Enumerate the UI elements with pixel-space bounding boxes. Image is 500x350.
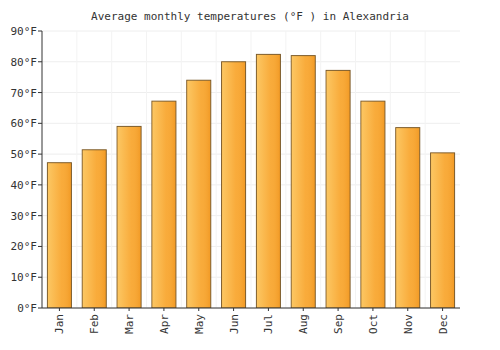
bar <box>291 56 315 308</box>
y-tick-label: 60°F <box>11 117 38 130</box>
x-tick-label: Jun <box>228 314 241 334</box>
grid-line-v <box>285 31 286 308</box>
grid-line-v <box>111 31 112 308</box>
x-tick <box>372 308 373 311</box>
x-tick-label: May <box>193 314 206 334</box>
bar-shade <box>118 127 141 308</box>
bar <box>222 62 246 308</box>
bar-shade <box>431 153 454 307</box>
y-tick <box>38 92 42 93</box>
x-tick-label: Jan <box>53 314 66 334</box>
grid-line-v <box>181 31 182 308</box>
x-tick-label: Mar <box>123 314 136 334</box>
bar <box>117 126 141 308</box>
bar-group <box>256 54 280 308</box>
x-tick-label: Sep <box>332 314 345 334</box>
bar <box>256 54 280 308</box>
chart-svg: Average monthly temperatures (°F ) in Al… <box>0 0 500 350</box>
y-tick <box>38 154 42 155</box>
y-tick-label: 70°F <box>11 87 38 100</box>
y-tick-label: 40°F <box>11 179 38 192</box>
x-tick <box>268 308 269 311</box>
x-tick <box>163 308 164 311</box>
x-tick <box>59 308 60 311</box>
bar-shade <box>83 150 106 307</box>
x-tick <box>303 308 304 311</box>
x-tick-label: Dec <box>437 314 450 334</box>
y-axis <box>42 31 43 308</box>
grid-line-v <box>251 31 252 308</box>
y-tick-label: 50°F <box>11 148 38 161</box>
bar-shade <box>327 71 350 308</box>
x-tick <box>442 308 443 311</box>
y-tick-label: 80°F <box>11 56 38 69</box>
bar-shade <box>257 55 280 308</box>
y-tick <box>38 184 42 185</box>
y-tick-label: 10°F <box>11 271 38 284</box>
bar-group <box>187 80 211 308</box>
bar <box>326 70 350 308</box>
bar <box>47 163 71 308</box>
y-tick <box>38 31 42 32</box>
grid-line-v <box>390 31 391 308</box>
bar-shade <box>48 163 71 307</box>
y-tick <box>38 215 42 216</box>
bar-group <box>361 101 385 308</box>
grid-line-v <box>146 31 147 308</box>
bar-group <box>82 150 106 308</box>
grid-line-v <box>320 31 321 308</box>
bar-group <box>47 163 71 308</box>
grid-line-v <box>216 31 217 308</box>
y-tick <box>38 308 42 309</box>
grid-line-v <box>76 31 77 308</box>
bar-group <box>222 62 246 308</box>
x-tick <box>338 308 339 311</box>
x-axis <box>42 308 460 309</box>
y-tick <box>38 61 42 62</box>
x-tick-label: Nov <box>402 314 415 334</box>
x-tick <box>198 308 199 311</box>
y-tick <box>38 123 42 124</box>
bar-shade <box>361 102 384 308</box>
y-tick-label: 0°F <box>17 302 37 315</box>
x-tick-label: Aug <box>297 314 310 334</box>
bar <box>82 150 106 308</box>
y-tick-label: 90°F <box>11 25 38 38</box>
y-tick-label: 30°F <box>11 210 38 223</box>
bar-shade <box>152 102 175 308</box>
bar-group <box>326 70 350 308</box>
x-tick-label: Jul <box>262 314 275 334</box>
y-tick-label: 20°F <box>11 240 38 253</box>
x-tick-label: Apr <box>158 314 171 334</box>
y-tick <box>38 246 42 247</box>
grid-line <box>42 308 460 309</box>
bar-group <box>152 101 176 308</box>
bar-shade <box>222 62 245 307</box>
chart-container: Average monthly temperatures (°F ) in Al… <box>0 0 500 350</box>
grid-line-v <box>425 31 426 308</box>
bar-shade <box>292 56 315 307</box>
x-tick <box>233 308 234 311</box>
bar <box>431 153 455 308</box>
x-tick <box>129 308 130 311</box>
bar-group <box>117 126 141 308</box>
bar-shade <box>187 81 210 308</box>
x-tick <box>94 308 95 311</box>
bar <box>396 128 420 308</box>
y-tick <box>38 277 42 278</box>
x-tick-label: Feb <box>88 314 101 334</box>
bar-group <box>291 56 315 308</box>
bars <box>47 54 454 308</box>
bar-group <box>431 153 455 308</box>
bar <box>187 80 211 308</box>
bar-group <box>396 128 420 308</box>
grid-line-v <box>355 31 356 308</box>
bar-shade <box>396 128 419 307</box>
bar <box>152 101 176 308</box>
title: Average monthly temperatures (°F ) in Al… <box>91 10 409 23</box>
bar <box>361 101 385 308</box>
x-tick-label: Oct <box>367 314 380 334</box>
x-tick <box>407 308 408 311</box>
